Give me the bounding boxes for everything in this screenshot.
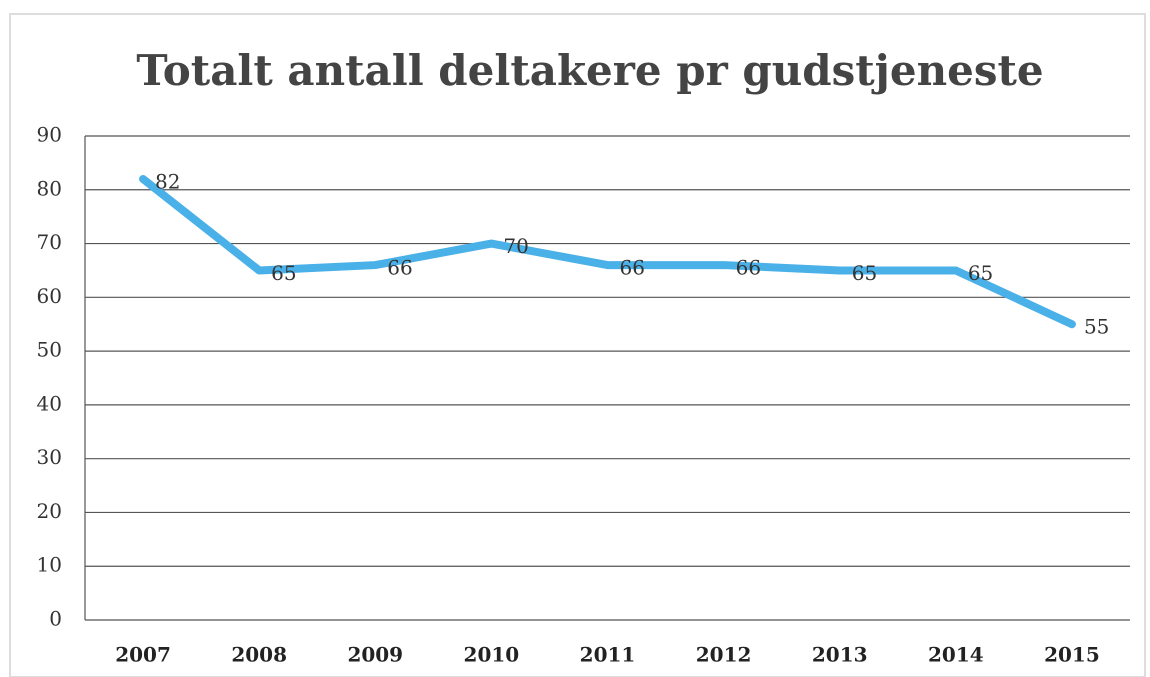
x-tick-label: 2015 bbox=[1044, 643, 1100, 667]
chart-title: Totalt antall deltakere pr gudstjeneste bbox=[136, 46, 1043, 95]
x-tick-label: 2009 bbox=[347, 643, 403, 667]
x-tick-label: 2012 bbox=[696, 643, 752, 667]
data-label: 66 bbox=[736, 256, 761, 280]
data-label: 65 bbox=[968, 261, 993, 285]
y-tick-label: 40 bbox=[37, 391, 62, 415]
y-tick-label: 0 bbox=[49, 607, 62, 631]
data-label: 65 bbox=[271, 261, 296, 285]
data-label: 70 bbox=[503, 234, 528, 258]
line-series bbox=[139, 175, 1076, 329]
data-label: 65 bbox=[852, 261, 877, 285]
x-tick-label: 2008 bbox=[231, 643, 287, 667]
data-label: 66 bbox=[387, 256, 412, 280]
x-tick-label: 2014 bbox=[928, 643, 984, 667]
chart-border bbox=[9, 13, 1146, 677]
data-label: 66 bbox=[620, 256, 645, 280]
y-tick-label: 50 bbox=[37, 338, 62, 362]
x-tick-label: 2011 bbox=[580, 643, 636, 667]
data-label: 55 bbox=[1084, 315, 1109, 339]
x-tick-label: 2007 bbox=[115, 643, 171, 667]
x-tick-label: 2010 bbox=[464, 643, 520, 667]
y-tick-label: 20 bbox=[37, 499, 62, 523]
y-tick-label: 70 bbox=[37, 230, 62, 254]
y-tick-label: 80 bbox=[37, 176, 62, 200]
y-tick-label: 10 bbox=[37, 553, 62, 577]
x-tick-label: 2013 bbox=[812, 643, 868, 667]
y-tick-label: 60 bbox=[37, 284, 62, 308]
y-tick-label: 90 bbox=[37, 123, 62, 147]
data-label: 82 bbox=[155, 170, 180, 194]
y-tick-label: 30 bbox=[37, 445, 62, 469]
